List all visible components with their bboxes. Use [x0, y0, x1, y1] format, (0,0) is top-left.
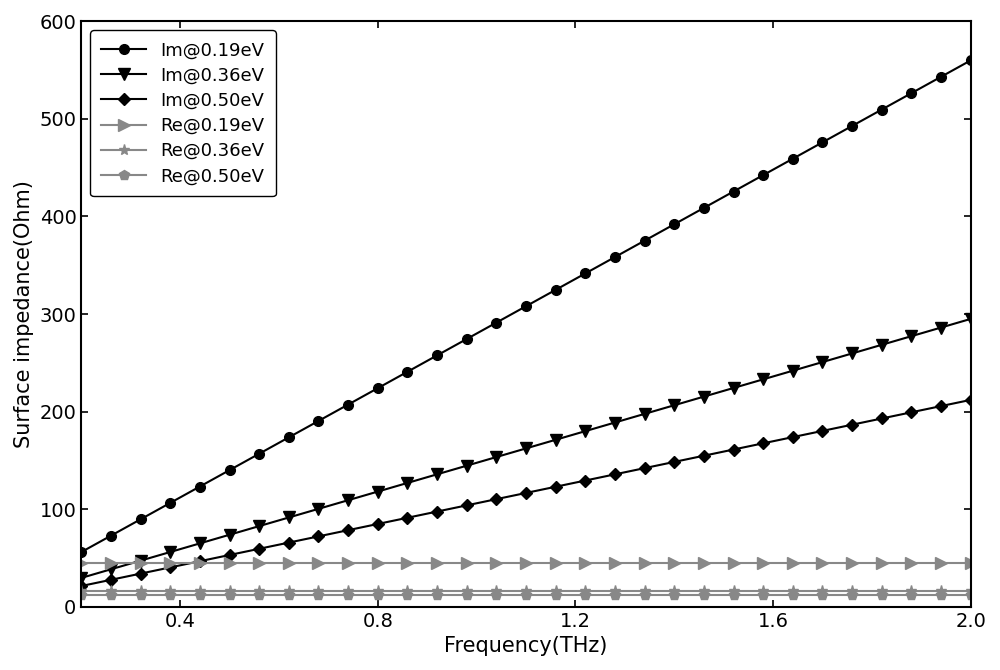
X-axis label: Frequency(THz): Frequency(THz) — [444, 636, 608, 656]
Re@0.19eV — [935, 559, 947, 567]
Im@0.36eV — [283, 513, 295, 521]
Im@0.19eV — [184, 488, 196, 496]
Im@0.36eV — [826, 355, 838, 363]
Im@0.50eV — [826, 425, 838, 433]
Im@0.50eV — [965, 396, 977, 404]
Im@0.36eV — [935, 324, 947, 332]
Re@0.36eV — [303, 586, 315, 594]
Im@0.50eV — [303, 535, 315, 543]
Im@0.19eV — [965, 56, 977, 64]
Re@0.36eV — [75, 586, 87, 594]
Im@0.36eV — [965, 315, 977, 323]
Im@0.50eV — [184, 559, 196, 567]
Re@0.19eV — [75, 559, 87, 567]
Re@0.50eV — [826, 592, 838, 600]
Re@0.50eV — [75, 592, 87, 600]
Re@0.36eV — [184, 586, 196, 594]
Im@0.50eV — [945, 400, 957, 408]
Line: Im@0.19eV: Im@0.19eV — [76, 56, 976, 557]
Im@0.36eV — [945, 321, 957, 329]
Im@0.19eV — [945, 67, 957, 75]
Line: Im@0.50eV: Im@0.50eV — [77, 396, 975, 590]
Re@0.50eV — [965, 592, 977, 600]
Line: Re@0.36eV: Re@0.36eV — [76, 585, 976, 596]
Re@0.50eV — [184, 592, 196, 600]
Re@0.50eV — [303, 592, 315, 600]
Re@0.50eV — [935, 592, 947, 600]
Re@0.36eV — [283, 586, 295, 594]
Re@0.19eV — [283, 559, 295, 567]
Re@0.19eV — [826, 559, 838, 567]
Line: Re@0.50eV: Re@0.50eV — [76, 591, 976, 600]
Im@0.19eV — [826, 133, 838, 141]
Im@0.50eV — [75, 582, 87, 590]
Re@0.19eV — [945, 559, 957, 567]
Re@0.19eV — [965, 559, 977, 567]
Line: Im@0.36eV: Im@0.36eV — [76, 314, 976, 584]
Im@0.36eV — [184, 542, 196, 550]
Re@0.50eV — [283, 592, 295, 600]
Re@0.36eV — [935, 586, 947, 594]
Y-axis label: Surface impedance(Ohm): Surface impedance(Ohm) — [14, 180, 34, 448]
Im@0.36eV — [303, 508, 315, 516]
Re@0.19eV — [184, 559, 196, 567]
Im@0.19eV — [283, 433, 295, 442]
Re@0.36eV — [945, 586, 957, 594]
Im@0.19eV — [303, 422, 315, 430]
Im@0.19eV — [75, 548, 87, 556]
Line: Re@0.19eV: Re@0.19eV — [76, 557, 976, 569]
Re@0.36eV — [965, 586, 977, 594]
Legend: Im@0.19eV, Im@0.36eV, Im@0.50eV, Re@0.19eV, Re@0.36eV, Re@0.50eV: Im@0.19eV, Im@0.36eV, Im@0.50eV, Re@0.19… — [90, 30, 276, 196]
Re@0.36eV — [826, 586, 838, 594]
Im@0.50eV — [935, 402, 947, 410]
Im@0.50eV — [283, 539, 295, 547]
Re@0.19eV — [303, 559, 315, 567]
Re@0.50eV — [945, 592, 957, 600]
Im@0.36eV — [75, 574, 87, 582]
Im@0.19eV — [935, 73, 947, 81]
